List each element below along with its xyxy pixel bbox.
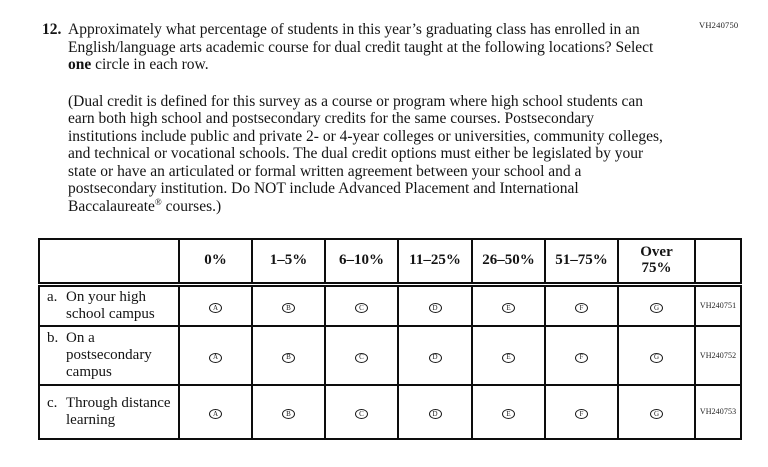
answer-circle-e[interactable]: E <box>502 352 515 363</box>
option-cell: A <box>178 383 253 440</box>
option-cell: B <box>251 324 326 386</box>
row-code: VH240751 <box>694 283 742 327</box>
col-header-51-75pct: 51–75% <box>544 238 619 287</box>
answer-circle-c[interactable]: C <box>355 303 368 313</box>
row-label: a. On your high school campus <box>38 283 180 327</box>
header-row: 0% 1–5% 6–10% 11–25% 26–50% 51–75% Over … <box>38 238 742 287</box>
question-12-block: 12. Approximately what percentage of stu… <box>42 21 668 215</box>
question-number: 12. <box>42 21 62 38</box>
option-cell: B <box>251 283 326 327</box>
table-row-high-school-campus: a. On your high school campus A B C D E … <box>38 283 742 327</box>
answer-circle-g[interactable]: G <box>650 409 663 419</box>
col-header-over-75pct: Over 75% <box>617 238 696 287</box>
option-cell: E <box>471 383 546 440</box>
option-cell: G <box>617 324 696 386</box>
col-header-11-25pct: 11–25% <box>397 238 473 287</box>
option-cell: F <box>544 283 619 327</box>
answer-circle-c[interactable]: C <box>355 409 368 419</box>
row-label-text: On a postsecondary campus <box>66 329 152 380</box>
answer-circle-b[interactable]: B <box>282 352 295 363</box>
option-cell: D <box>397 283 473 327</box>
answer-circle-a[interactable]: A <box>209 352 222 363</box>
note-text-end: courses.) <box>161 197 222 215</box>
row-code: VH240752 <box>694 324 742 386</box>
row-label: c. Through distance learning <box>38 383 180 440</box>
answer-circle-f[interactable]: F <box>575 352 588 363</box>
answer-circle-c[interactable]: C <box>355 352 368 363</box>
corner-cell-empty <box>38 238 180 287</box>
option-cell: C <box>324 383 399 440</box>
option-cell: C <box>324 324 399 386</box>
col-header-1-5pct: 1–5% <box>251 238 326 287</box>
option-cell: C <box>324 283 399 327</box>
question-text-start: Approximately what percentage of student… <box>68 21 654 56</box>
table-row-distance-learning: c. Through distance learning A B C D E F… <box>38 383 742 440</box>
row-label-text: Through distance learning <box>66 394 171 428</box>
answer-circle-g[interactable]: G <box>650 352 663 363</box>
answer-circle-e[interactable]: E <box>502 303 515 313</box>
row-label: b. On a postsecondary campus <box>38 324 180 386</box>
option-cell: E <box>471 283 546 327</box>
question-text-end: circle in each row. <box>91 56 209 73</box>
option-cell: D <box>397 383 473 440</box>
option-cell: G <box>617 383 696 440</box>
row-letter: a. <box>47 288 58 305</box>
form-code-top-right: VH240750 <box>699 20 739 30</box>
row-letter: c. <box>47 394 58 411</box>
option-cell: D <box>397 324 473 386</box>
answer-circle-d[interactable]: D <box>428 409 442 419</box>
option-cell: F <box>544 324 619 386</box>
option-cell: E <box>471 324 546 386</box>
question-text: Approximately what percentage of student… <box>68 21 666 74</box>
answer-circle-d[interactable]: D <box>428 303 442 313</box>
col-header-26-50pct: 26–50% <box>471 238 546 287</box>
option-cell: A <box>178 283 253 327</box>
answer-circle-a[interactable]: A <box>209 303 222 313</box>
table-row-postsecondary-campus: b. On a postsecondary campus A B C D E F… <box>38 324 742 386</box>
col-header-0pct: 0% <box>178 238 253 287</box>
row-letter: b. <box>47 329 59 346</box>
question-definition-note: (Dual credit is defined for this survey … <box>68 93 666 216</box>
row-label-text: On your high school campus <box>66 288 155 322</box>
code-column-header-empty <box>694 238 742 287</box>
answer-circle-a[interactable]: A <box>209 409 222 419</box>
option-cell: G <box>617 283 696 327</box>
question-body: Approximately what percentage of student… <box>68 21 666 215</box>
answer-circle-g[interactable]: G <box>650 303 663 313</box>
note-text-start: (Dual credit is defined for this survey … <box>68 92 663 215</box>
answer-circle-d[interactable]: D <box>428 352 442 363</box>
response-grid-table: 0% 1–5% 6–10% 11–25% 26–50% 51–75% Over … <box>38 238 742 440</box>
answer-circle-f[interactable]: F <box>575 409 588 419</box>
col-header-6-10pct: 6–10% <box>324 238 399 287</box>
row-code: VH240753 <box>694 383 742 440</box>
option-cell: B <box>251 383 326 440</box>
option-cell: F <box>544 383 619 440</box>
answer-circle-f[interactable]: F <box>575 303 588 313</box>
answer-circle-b[interactable]: B <box>282 303 295 313</box>
question-bold-word: one <box>68 56 92 73</box>
registered-trademark-symbol: ® <box>154 196 162 207</box>
answer-circle-e[interactable]: E <box>502 409 515 419</box>
answer-circle-b[interactable]: B <box>282 409 295 419</box>
option-cell: A <box>178 324 253 386</box>
